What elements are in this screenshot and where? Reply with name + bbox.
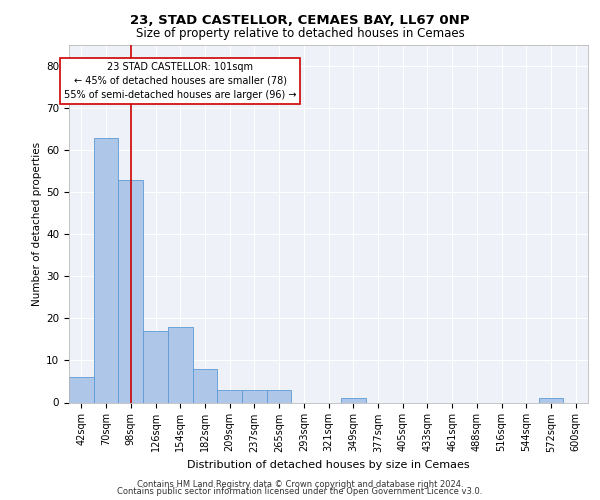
Text: 23 STAD CASTELLOR: 101sqm
← 45% of detached houses are smaller (78)
55% of semi-: 23 STAD CASTELLOR: 101sqm ← 45% of detac… <box>64 62 296 100</box>
Bar <box>143 331 168 402</box>
Bar <box>341 398 365 402</box>
Bar <box>539 398 563 402</box>
Bar <box>267 390 292 402</box>
Bar <box>168 327 193 402</box>
Bar <box>193 369 217 402</box>
Text: Contains public sector information licensed under the Open Government Licence v3: Contains public sector information licen… <box>118 488 482 496</box>
Bar <box>118 180 143 402</box>
Bar <box>94 138 118 402</box>
Bar <box>242 390 267 402</box>
Text: 23, STAD CASTELLOR, CEMAES BAY, LL67 0NP: 23, STAD CASTELLOR, CEMAES BAY, LL67 0NP <box>130 14 470 27</box>
Text: Contains HM Land Registry data © Crown copyright and database right 2024.: Contains HM Land Registry data © Crown c… <box>137 480 463 489</box>
Bar <box>69 378 94 402</box>
X-axis label: Distribution of detached houses by size in Cemaes: Distribution of detached houses by size … <box>187 460 470 470</box>
Y-axis label: Number of detached properties: Number of detached properties <box>32 142 42 306</box>
Text: Size of property relative to detached houses in Cemaes: Size of property relative to detached ho… <box>136 28 464 40</box>
Bar <box>217 390 242 402</box>
